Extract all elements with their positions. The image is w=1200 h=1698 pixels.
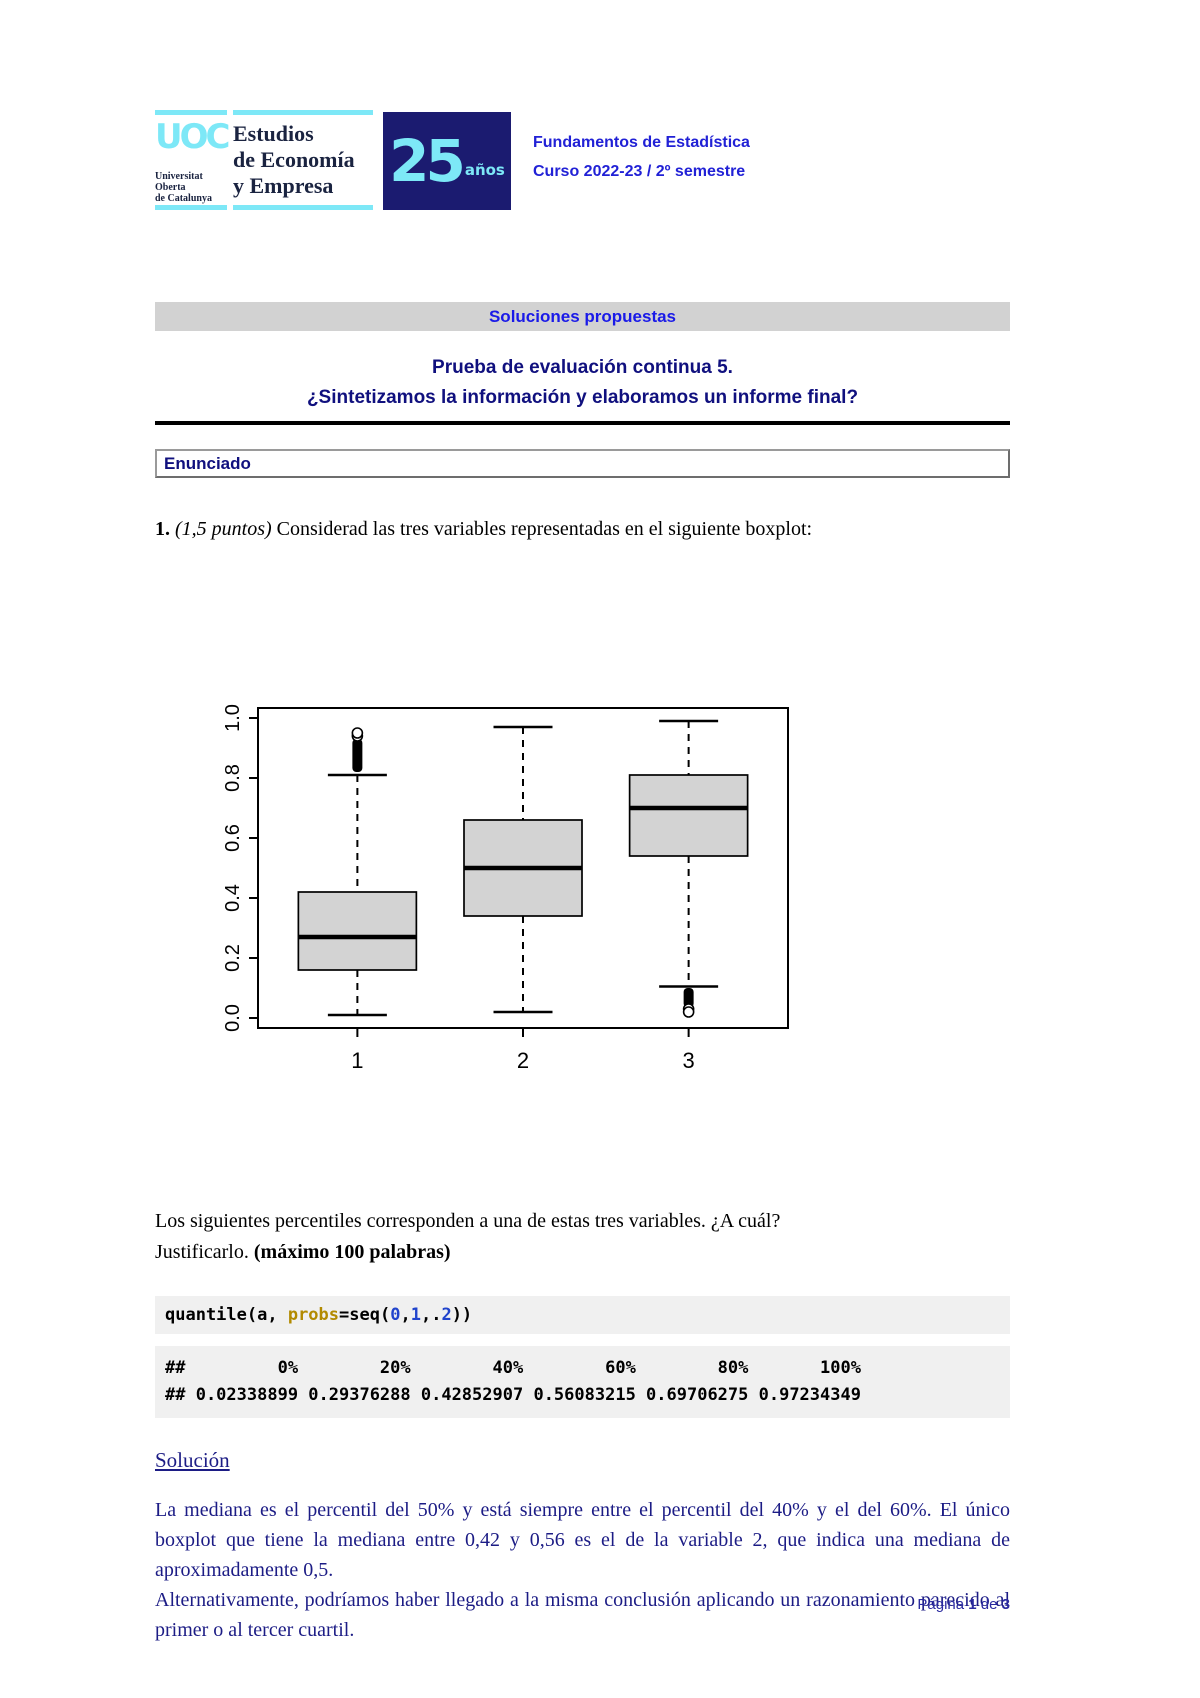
anniversary-number: 25 (389, 127, 466, 195)
solution-paragraph-2: Alternativamente, podríamos haber llegad… (155, 1589, 1010, 1641)
code-token: probs (287, 1305, 340, 1325)
boxplot-chart: 0.0 0.2 0.4 0.6 0.8 1.0 1 2 3 (222, 704, 789, 1073)
prompt-line1: Los siguientes percentiles corresponden … (155, 1210, 781, 1232)
r-code-line: quantile(a, probs=seq(0,1,.2)) (165, 1305, 472, 1325)
solutions-banner-label: Soluciones propuestas (488, 306, 677, 326)
solution-paragraph-1: La mediana es el percentil del 50% y est… (155, 1499, 1010, 1581)
y-tick-label: 0.6 (222, 824, 244, 852)
question-text: Considerad las tres variables representa… (276, 518, 813, 540)
y-tick-label: 0.4 (222, 884, 244, 912)
question-points: (1,5 puntos) (175, 518, 272, 540)
code-token: =seq( (339, 1305, 391, 1325)
document-title: Prueba de evaluación continua 5. ¿Sintet… (155, 353, 1010, 413)
question-prompt: Los siguientes percentiles corresponden … (155, 1206, 1010, 1268)
y-tick-label: 0.8 (222, 764, 244, 792)
course-name: Fundamentos de Estadística (533, 134, 750, 151)
outlier-cluster (683, 988, 694, 1008)
logo-rule-top (155, 110, 227, 115)
logo-rule-bottom (233, 205, 373, 210)
output-percent-labels: ## 0% 20% 40% 60% 80% 100% (165, 1358, 861, 1378)
x-tick-label: 3 (683, 1048, 695, 1073)
title-rule (155, 421, 1010, 425)
course-term: Curso 2022-23 / 2º semestre (533, 163, 746, 180)
solutions-banner: Soluciones propuestas (155, 302, 1010, 331)
anniversary-badge: 25 años (383, 112, 511, 210)
code-token: 2 (441, 1305, 452, 1325)
outlier-point (351, 727, 364, 739)
code-token: ,. (420, 1305, 442, 1325)
code-token: )) (451, 1305, 473, 1325)
code-token: 0 (390, 1305, 401, 1325)
page-total: 3 (1001, 1596, 1010, 1613)
output-percent-values: ## 0.02338899 0.29376288 0.42852907 0.56… (165, 1385, 861, 1405)
prompt-word-limit: (máximo 100 palabras) (253, 1241, 451, 1263)
r-code-chunk: quantile(a, probs=seq(0,1,.2)) (155, 1296, 1010, 1334)
outlier-point (682, 1006, 695, 1018)
page-number: 1 (968, 1596, 977, 1613)
school-name: Estudios de Economía y Empresa (233, 121, 355, 198)
anniversary-label: años (464, 161, 505, 179)
uoc-logo-left: UOC Universitat Oberta de Catalunya (155, 110, 233, 210)
x-tick-label: 2 (517, 1048, 529, 1073)
y-tick-label: 0.2 (222, 944, 244, 972)
x-tick-label: 1 (351, 1048, 363, 1073)
course-info: Fundamentos de Estadística Curso 2022-23… (533, 128, 750, 186)
iqr-box (628, 774, 749, 857)
logo-rule-bottom (155, 205, 227, 210)
section-header-enunciado: Enunciado (155, 449, 1010, 478)
question-number: 1. (155, 518, 170, 540)
document-title-line2: ¿Sintetizamos la información y elaboramo… (306, 387, 859, 408)
code-token: , (400, 1305, 411, 1325)
y-tick-label: 1.0 (222, 704, 244, 732)
page-footer: Página 1 de 3 (917, 1596, 1010, 1613)
uoc-logo-mark: UOC (155, 117, 230, 157)
outlier-cluster (352, 739, 363, 772)
y-tick-label: 0.0 (222, 1004, 244, 1032)
r-code-output: ## 0% 20% 40% 60% 80% 100% ## 0.02338899 … (155, 1346, 1010, 1418)
code-token: quantile(a, (165, 1305, 288, 1325)
prompt-line2: Justificarlo. (155, 1241, 254, 1263)
question-1: 1. (1,5 puntos) Considerad las tres vari… (155, 518, 1010, 541)
code-token: 1 (410, 1305, 421, 1325)
solution-heading: Solución (155, 1448, 230, 1472)
section-label: Enunciado (164, 453, 251, 473)
school-name-block: Estudios de Economía y Empresa (233, 110, 373, 210)
page-header: UOC Universitat Oberta de Catalunya Estu… (155, 110, 1010, 218)
boxplot-figure: 0.0 0.2 0.4 0.6 0.8 1.0 1 2 3 (193, 638, 1010, 1088)
document-title-line1: Prueba de evaluación continua 5. (432, 357, 733, 378)
uoc-logo: UOC Universitat Oberta de Catalunya Estu… (155, 110, 511, 210)
logo-rule-top (233, 110, 373, 115)
iqr-box (297, 891, 418, 971)
university-name: Universitat Oberta de Catalunya (155, 171, 212, 204)
